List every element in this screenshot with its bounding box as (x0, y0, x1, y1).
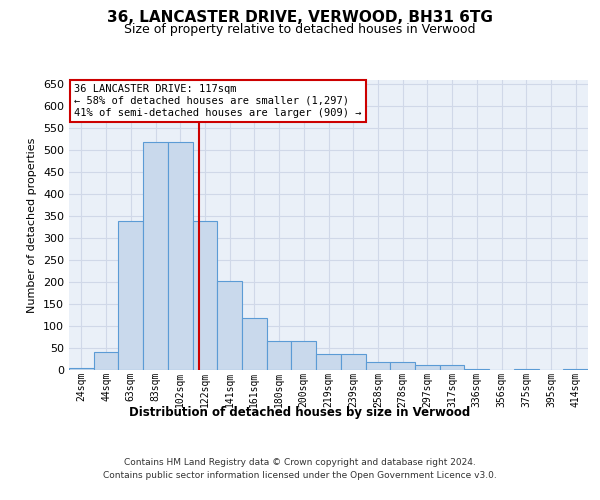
Bar (563, 368, 588, 370)
Bar (316, 354, 341, 370)
Bar (390, 362, 415, 370)
Bar (168, 142, 193, 370)
Bar (217, 281, 242, 370)
Bar (242, 318, 267, 370)
Bar (193, 220, 217, 370)
Bar (440, 365, 464, 370)
Text: Contains HM Land Registry data © Crown copyright and database right 2024.: Contains HM Land Registry data © Crown c… (124, 458, 476, 467)
Bar (292, 342, 316, 370)
Bar (143, 142, 168, 370)
Y-axis label: Number of detached properties: Number of detached properties (28, 138, 37, 312)
Text: Distribution of detached houses by size in Verwood: Distribution of detached houses by size … (130, 406, 470, 419)
Text: Contains public sector information licensed under the Open Government Licence v3: Contains public sector information licen… (103, 472, 497, 480)
Bar (341, 354, 365, 370)
Text: Size of property relative to detached houses in Verwood: Size of property relative to detached ho… (124, 24, 476, 36)
Bar (365, 362, 390, 370)
Bar (464, 368, 489, 370)
Bar (69, 368, 94, 370)
Bar (267, 342, 292, 370)
Text: 36, LANCASTER DRIVE, VERWOOD, BH31 6TG: 36, LANCASTER DRIVE, VERWOOD, BH31 6TG (107, 10, 493, 25)
Bar (94, 352, 118, 370)
Text: 36 LANCASTER DRIVE: 117sqm
← 58% of detached houses are smaller (1,297)
41% of s: 36 LANCASTER DRIVE: 117sqm ← 58% of deta… (74, 84, 362, 117)
Bar (415, 365, 440, 370)
Bar (118, 222, 143, 370)
Bar (514, 368, 539, 370)
